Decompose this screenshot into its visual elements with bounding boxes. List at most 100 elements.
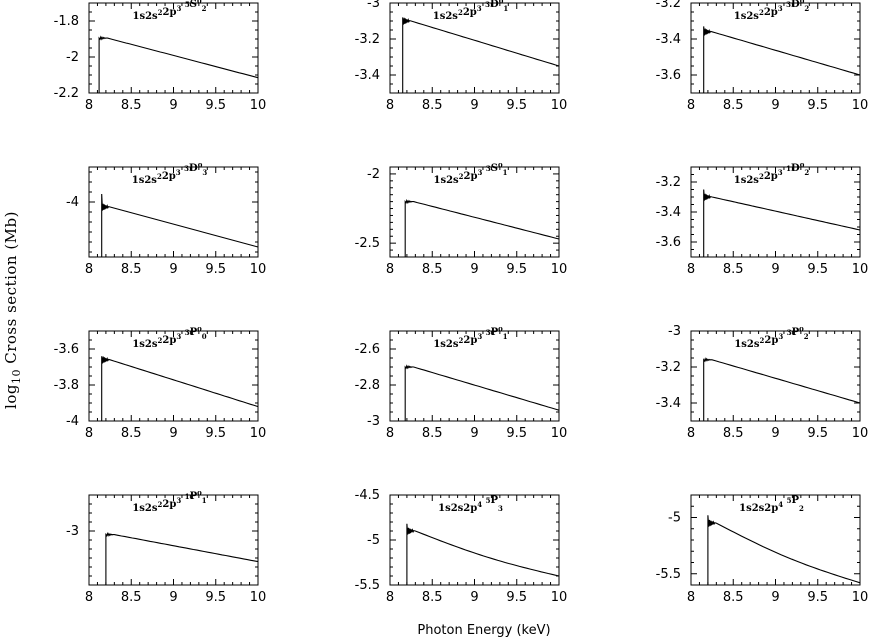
x-tick-label: 8.5 <box>422 98 443 113</box>
series-line <box>101 193 259 257</box>
x-tick-label: 10 <box>250 98 267 113</box>
panel-7: 8 8.5 9 9.5 10 -3.6 -3.8 -4 1s2s22p3 3Po0 <box>54 324 267 441</box>
x-tick-label: 9 <box>169 426 177 441</box>
x-tick-label: 9.5 <box>807 426 828 441</box>
x-tick-label: 8.5 <box>121 98 142 113</box>
x-tick-label: 9 <box>771 98 779 113</box>
panel-6: 8 8.5 9 9.5 10 -3.2 -3.4 -3.6 1s2s22p3 1Do2 <box>656 160 869 277</box>
panel-title: 1s2s22p3 1Do2 <box>734 160 810 186</box>
panel-10: 8 8.5 9 9.5 10 -3 1s2s22p3 1Po1 <box>66 488 266 605</box>
y-tick-label: -3.8 <box>54 378 79 393</box>
x-tick-label: 8.5 <box>422 426 443 441</box>
x-tick-label: 9.5 <box>205 426 226 441</box>
series-line <box>703 26 861 93</box>
y-tick-label: -3.6 <box>656 68 681 83</box>
y-tick-label: -3.6 <box>656 235 681 250</box>
panel-2: 8 8.5 9 9.5 10 -3 -3.2 -3.4 1s2s22p3 3Do1 <box>355 0 568 113</box>
x-tick-label: 8.5 <box>422 262 443 277</box>
x-tick-label: 9 <box>470 590 478 605</box>
x-tick-label: 9 <box>470 426 478 441</box>
panel-title: 1s2s22p3 3Po2 <box>734 324 808 350</box>
y-tick-label: -3 <box>367 414 380 429</box>
series-line <box>402 17 560 93</box>
x-tick-label: 8.5 <box>422 590 443 605</box>
x-tick-label: 8 <box>687 426 695 441</box>
x-tick-label: 9 <box>771 262 779 277</box>
panel-8: 8 8.5 9 9.5 10 -2.6 -2.8 -3 1s2s22p3 3Po1 <box>355 324 568 441</box>
y-tick-label: -5 <box>668 511 681 526</box>
panel-12: 8 8.5 9 9.5 10 -5 -5.5 1s2s2p4 5P2 <box>656 494 868 605</box>
y-tick-label: -3 <box>66 524 79 539</box>
x-tick-label: 8 <box>386 426 394 441</box>
y-tick-label: -3.4 <box>355 68 380 83</box>
x-tick-label: 8 <box>687 590 695 605</box>
x-tick-label: 8 <box>85 426 93 441</box>
panel-title: 1s2s22p3 3Do1 <box>433 0 509 22</box>
x-tick-label: 10 <box>852 426 869 441</box>
x-tick-label: 8.5 <box>121 426 142 441</box>
y-tick-label: -5.5 <box>355 578 380 593</box>
y-tick-label: -4 <box>66 195 79 210</box>
y-tick-label: -2.5 <box>355 236 380 251</box>
y-tick-label: -3.2 <box>656 175 681 190</box>
panel-title: 1s2s2p4 5P2 <box>739 495 804 514</box>
x-tick-label: 9 <box>169 98 177 113</box>
x-tick-label: 8 <box>85 98 93 113</box>
panel-title: 1s2s22p3 3So1 <box>433 160 507 186</box>
y-tick-label: -1.8 <box>54 14 79 29</box>
panel-title: 1s2s22p3 3Po1 <box>433 324 507 350</box>
y-tick-label: -3.4 <box>656 396 681 411</box>
series-line <box>404 198 560 257</box>
panel-1: 8 8.5 9 9.5 10 -1.8 -2 -2.2 1s2s22p3 5So2 <box>54 0 267 113</box>
x-tick-label: 8.5 <box>723 98 744 113</box>
panel-title: 1s2s22p3 5So2 <box>132 0 206 22</box>
x-tick-label: 9.5 <box>506 262 527 277</box>
series-line <box>703 357 861 421</box>
x-tick-label: 10 <box>852 98 869 113</box>
x-tick-label: 8.5 <box>723 590 744 605</box>
y-tick-label: -3.2 <box>656 360 681 375</box>
y-tick-label: -3 <box>668 324 681 339</box>
series-line <box>101 356 259 421</box>
panel-11: 8 8.5 9 9.5 10 -4.5 -5 -5.5 1s2s2p4 5P3 <box>355 488 568 605</box>
y-tick-label: -3.2 <box>355 32 380 47</box>
series-line <box>404 364 560 421</box>
panel-5: 8 8.5 9 9.5 10 -2 -2.5 1s2s22p3 3So1 <box>355 160 568 277</box>
x-tick-label: 10 <box>250 590 267 605</box>
series-line <box>406 523 560 585</box>
x-tick-label: 8 <box>687 262 695 277</box>
series-line <box>98 35 259 93</box>
x-tick-label: 8.5 <box>121 590 142 605</box>
x-tick-label: 9.5 <box>807 590 828 605</box>
y-tick-label: -2.2 <box>54 86 79 101</box>
x-tick-label: 9 <box>771 426 779 441</box>
panel-title: 1s2s22p3 1Po1 <box>132 488 206 514</box>
x-tick-label: 9 <box>771 590 779 605</box>
y-tick-label: -4.5 <box>355 488 380 503</box>
x-tick-label: 10 <box>551 426 568 441</box>
x-tick-label: 8 <box>386 262 394 277</box>
x-axis-label: Photon Energy (keV) <box>417 623 550 638</box>
x-tick-label: 8.5 <box>723 426 744 441</box>
panel-9: 8 8.5 9 9.5 10 -3 -3.2 -3.4 1s2s22p3 3Po2 <box>656 324 869 441</box>
y-tick-label: -3.4 <box>656 32 681 47</box>
x-tick-label: 8 <box>386 98 394 113</box>
x-tick-label: 10 <box>250 426 267 441</box>
y-tick-label: -3 <box>367 0 380 11</box>
series-line <box>707 515 861 585</box>
series-line <box>105 531 259 585</box>
y-tick-label: -2 <box>367 167 380 182</box>
x-tick-label: 8 <box>386 590 394 605</box>
x-tick-label: 9 <box>169 262 177 277</box>
y-tick-label: -5 <box>367 533 380 548</box>
series-line <box>703 189 861 257</box>
x-tick-label: 9 <box>470 262 478 277</box>
x-tick-label: 8.5 <box>121 262 142 277</box>
x-tick-label: 9.5 <box>807 98 828 113</box>
y-tick-label: -2.6 <box>355 342 380 357</box>
y-tick-label: -4 <box>66 414 79 429</box>
x-tick-label: 9.5 <box>506 590 527 605</box>
x-tick-label: 9.5 <box>506 426 527 441</box>
x-tick-label: 9.5 <box>205 590 226 605</box>
